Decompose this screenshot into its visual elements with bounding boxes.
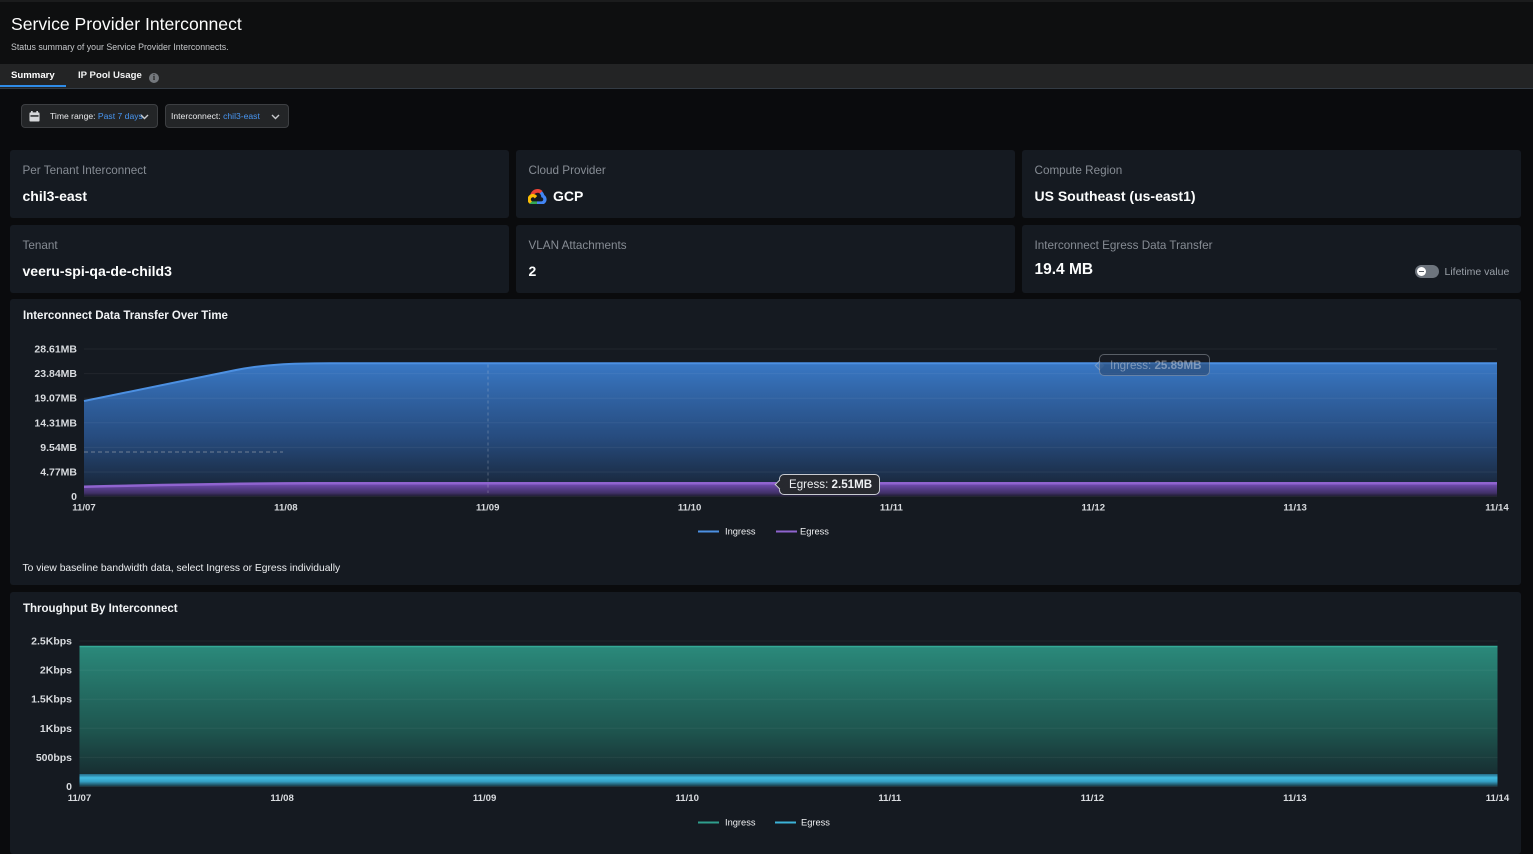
svg-text:9.54MB: 9.54MB xyxy=(40,442,77,454)
svg-text:11/13: 11/13 xyxy=(1283,793,1306,804)
svg-text:0: 0 xyxy=(71,491,77,503)
svg-text:11/11: 11/11 xyxy=(880,503,904,514)
svg-text:23.84MB: 23.84MB xyxy=(34,368,77,380)
svg-text:4.77MB: 4.77MB xyxy=(40,467,77,479)
svg-text:11/14: 11/14 xyxy=(1485,503,1509,514)
svg-text:11/10: 11/10 xyxy=(675,793,698,804)
svg-text:0: 0 xyxy=(66,781,72,793)
svg-text:Ingress: Ingress xyxy=(725,527,756,537)
svg-text:11/07: 11/07 xyxy=(72,503,95,514)
svg-text:28.61MB: 28.61MB xyxy=(34,344,77,356)
svg-text:Egress: Egress xyxy=(800,527,829,537)
svg-text:2Kbps: 2Kbps xyxy=(40,665,72,677)
svg-text:11/10: 11/10 xyxy=(678,503,701,514)
svg-text:11/09: 11/09 xyxy=(476,503,499,514)
svg-text:500bps: 500bps xyxy=(36,752,72,764)
svg-text:11/07: 11/07 xyxy=(68,793,91,804)
svg-text:19.07MB: 19.07MB xyxy=(34,393,77,405)
svg-text:11/09: 11/09 xyxy=(473,793,496,804)
svg-text:Egress: Egress xyxy=(801,818,830,828)
svg-text:14.31MB: 14.31MB xyxy=(34,417,77,429)
svg-text:11/08: 11/08 xyxy=(274,503,298,514)
svg-text:11/12: 11/12 xyxy=(1081,793,1104,804)
svg-text:1.5Kbps: 1.5Kbps xyxy=(31,694,72,706)
svg-text:1Kbps: 1Kbps xyxy=(40,723,72,735)
svg-text:11/08: 11/08 xyxy=(270,793,294,804)
svg-text:11/12: 11/12 xyxy=(1082,503,1105,514)
svg-text:Ingress: Ingress xyxy=(725,818,756,828)
svg-text:11/13: 11/13 xyxy=(1283,503,1306,514)
svg-text:11/11: 11/11 xyxy=(878,793,902,804)
svg-text:11/14: 11/14 xyxy=(1486,793,1510,804)
svg-text:2.5Kbps: 2.5Kbps xyxy=(31,636,72,648)
